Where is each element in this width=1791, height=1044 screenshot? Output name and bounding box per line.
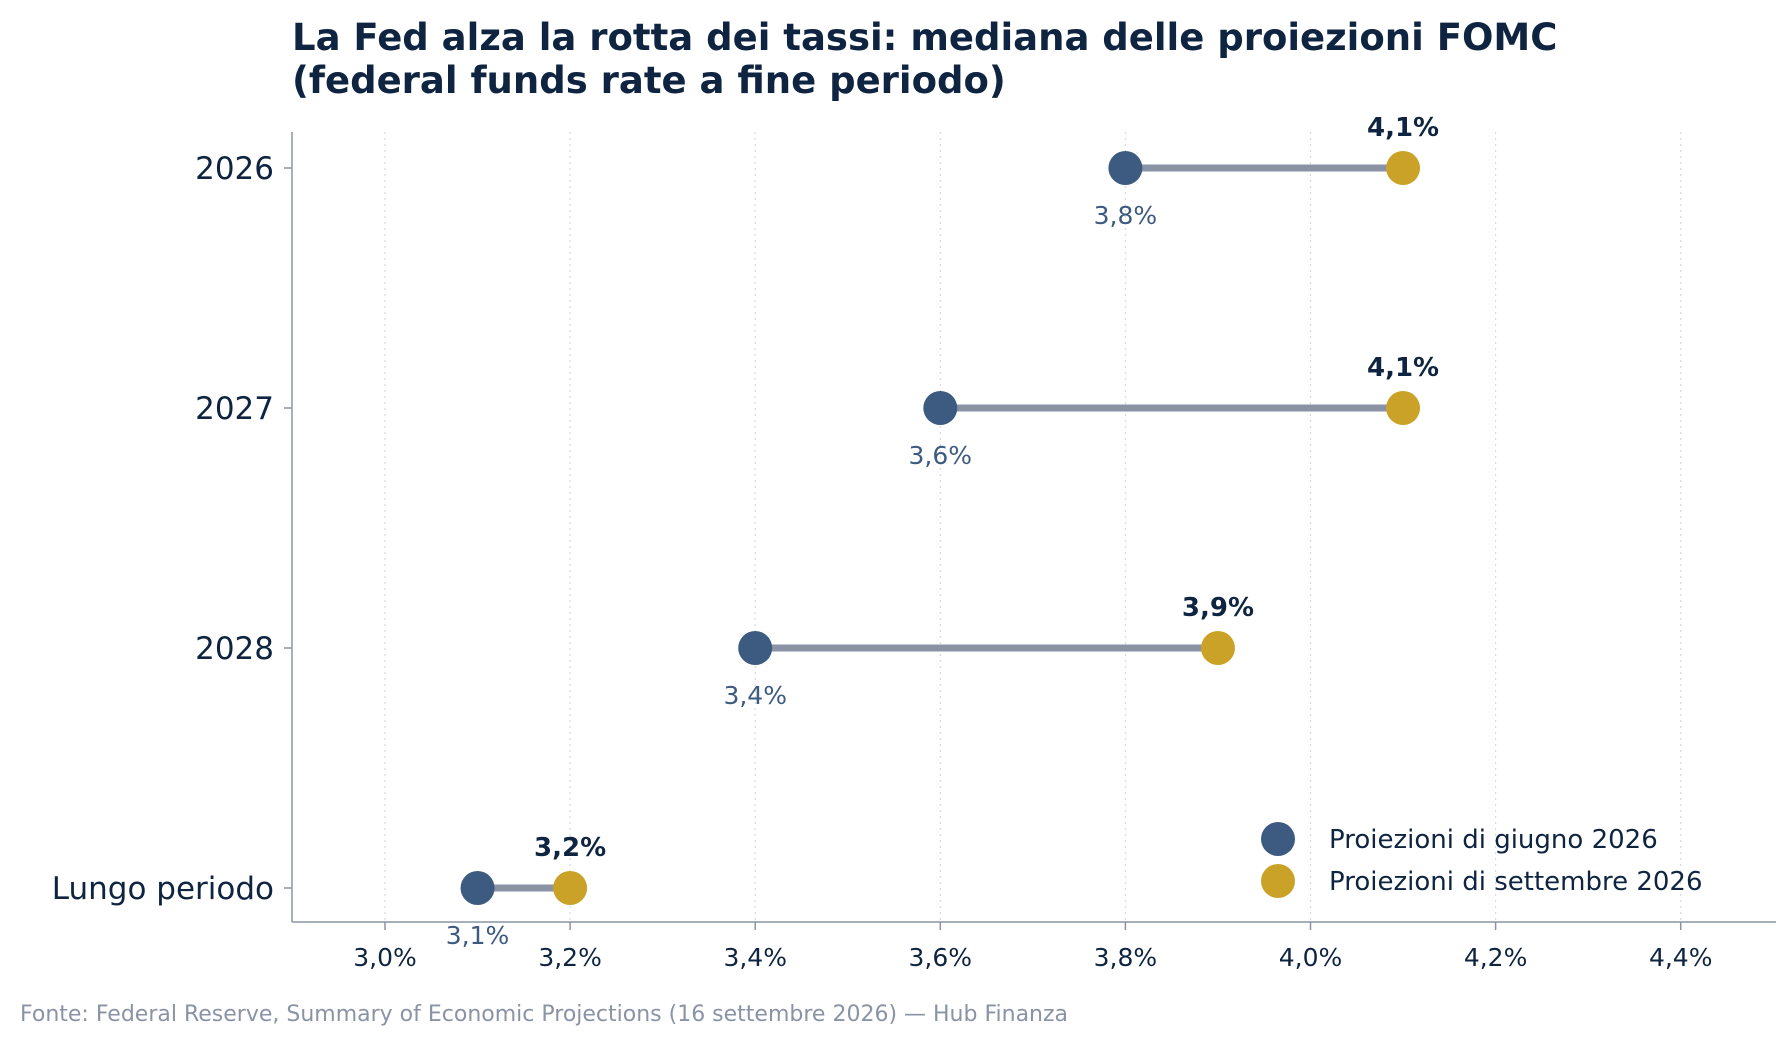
september-value-label: 3,9% xyxy=(1182,593,1254,623)
y-ticks: 2026 2027 2028 Lungo periodo xyxy=(52,151,292,907)
legend-label-june: Proiezioni di giugno 2026 xyxy=(1329,825,1658,855)
dumbbell-marks: 3,8% 4,1% 3,6% 4,1% 3,4% 3,9% 3,1% 3,2% xyxy=(446,113,1439,950)
x-tick-label: 3,6% xyxy=(909,943,973,972)
grid xyxy=(384,132,1682,922)
chart-title-line2: (federal funds rate a fine periodo) xyxy=(292,59,1006,102)
september-point xyxy=(1386,391,1421,425)
x-tick-label: 4,2% xyxy=(1464,943,1528,972)
september-value-label: 3,2% xyxy=(534,833,606,863)
axes xyxy=(291,132,1776,923)
y-tick-label: 2026 xyxy=(195,151,274,187)
y-tick-label: 2027 xyxy=(195,391,274,427)
legend-marker-september xyxy=(1261,864,1295,898)
y-tick-label: 2028 xyxy=(195,631,274,667)
x-ticks: 3,0% 3,2% 3,4% 3,6% 3,8% 4,0% 4,2% 4,4% xyxy=(353,922,1712,972)
legend-label-september: Proiezioni di settembre 2026 xyxy=(1329,867,1703,897)
y-tick-label: Lungo periodo xyxy=(52,871,274,907)
june-point xyxy=(738,631,773,665)
legend-marker-june xyxy=(1261,822,1295,856)
june-value-label: 3,6% xyxy=(909,441,973,470)
x-tick-label: 3,2% xyxy=(538,943,602,972)
legend: Proiezioni di giugno 2026 Proiezioni di … xyxy=(1261,822,1703,898)
june-value-label: 3,1% xyxy=(446,921,510,950)
x-tick-label: 4,0% xyxy=(1279,943,1343,972)
chart-title-line1: La Fed alza la rotta dei tassi: mediana … xyxy=(292,16,1557,59)
x-tick-label: 3,8% xyxy=(1094,943,1158,972)
june-point xyxy=(1108,151,1143,185)
june-value-label: 3,4% xyxy=(723,681,787,710)
source-note: Fonte: Federal Reserve, Summary of Econo… xyxy=(20,1002,1068,1027)
june-point xyxy=(460,871,495,905)
x-tick-label: 3,4% xyxy=(723,943,787,972)
june-value-label: 3,8% xyxy=(1094,201,1158,230)
september-value-label: 4,1% xyxy=(1367,113,1439,143)
september-point xyxy=(1200,631,1235,665)
x-tick-label: 3,0% xyxy=(353,943,417,972)
september-point xyxy=(1386,151,1421,185)
x-tick-label: 4,4% xyxy=(1649,943,1713,972)
september-point xyxy=(553,871,588,905)
september-value-label: 4,1% xyxy=(1367,353,1439,383)
june-point xyxy=(923,391,958,425)
